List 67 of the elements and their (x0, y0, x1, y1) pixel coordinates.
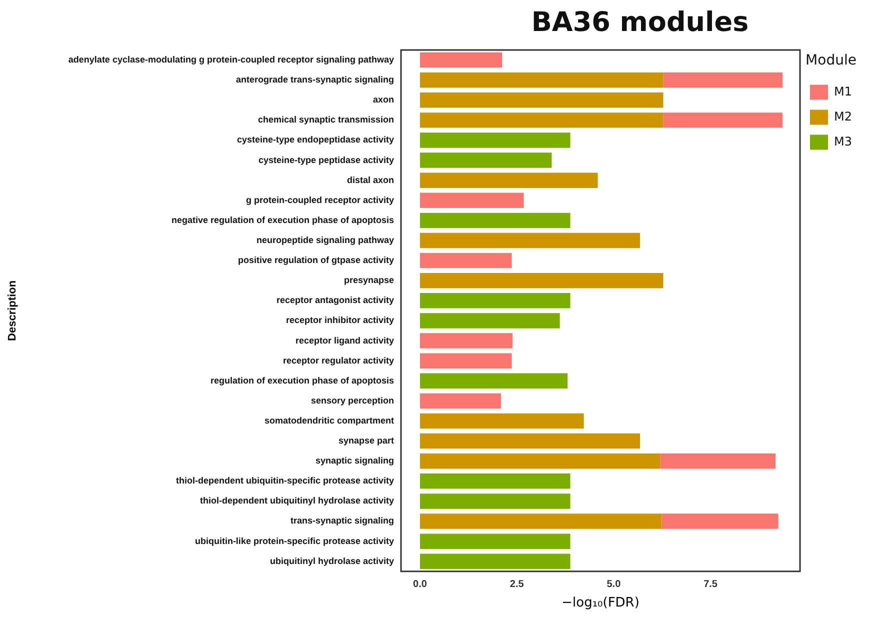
bar (420, 393, 501, 409)
bar (420, 313, 560, 328)
bar (420, 433, 640, 449)
y-tick-label: negative regulation of execution phase of apoptosis (171, 214, 394, 225)
bar (420, 453, 660, 469)
bar (420, 494, 570, 509)
chart-title: BA36 modules (531, 7, 749, 38)
y-axis-title: Description (6, 280, 19, 341)
bar (420, 373, 568, 389)
y-tick-label: regulation of execution phase of apoptosis (210, 375, 394, 386)
y-tick-label: chemical synaptic transmission (258, 114, 394, 125)
bar (663, 112, 783, 128)
y-tick-label: sensory perception (310, 395, 394, 406)
x-tick-label: 5.0 (606, 579, 622, 590)
y-tick-label: receptor antagonist activity (276, 295, 394, 306)
y-tick-label: thiol-dependent ubiquitinyl hydrolase activity (200, 496, 394, 506)
legend-label: M3 (834, 134, 852, 148)
bar (420, 132, 570, 148)
y-tick-label: ubiquitinyl hydrolase activity (270, 556, 394, 566)
y-tick-label: ubiquitin-like protein-specific protease activity (194, 536, 394, 546)
bar (420, 554, 570, 569)
bar (420, 333, 513, 348)
legend-label: M2 (834, 109, 852, 124)
bar (420, 273, 664, 288)
bar (420, 112, 664, 128)
bar (420, 413, 584, 429)
y-tick-label: receptor ligand activity (295, 335, 394, 346)
x-tick-label: 2.5 (510, 579, 524, 590)
y-tick-label: cysteine-type endopeptidase activity (236, 134, 394, 145)
y-tick-label: neuropeptide signaling pathway (256, 234, 394, 245)
bar (420, 232, 640, 248)
bar (420, 72, 664, 88)
y-tick-label: cysteine-type peptidase activity (258, 154, 394, 165)
bar (420, 212, 570, 228)
y-tick-label: synaptic signaling (315, 456, 394, 466)
bar (420, 52, 502, 68)
y-tick-label: adenylate cyclase-modulating g protein-coupled receptor signaling pathway (68, 54, 394, 65)
x-tick-label: 0.0 (413, 579, 428, 590)
bar (420, 92, 664, 108)
bar (663, 72, 783, 88)
bar (420, 192, 524, 208)
y-tick-label: thiol-dependent ubiquitin-specific protease activity (176, 476, 394, 486)
x-tick-label: 7.5 (704, 579, 718, 590)
bar (420, 293, 570, 308)
y-tick-label: g protein-coupled receptor activity (246, 194, 394, 205)
legend-label: M1 (834, 84, 852, 98)
y-tick-label: receptor regulator activity (282, 355, 394, 366)
y-tick-label: synapse part (338, 436, 394, 446)
bar (420, 152, 552, 168)
legend-title: Module (806, 52, 856, 69)
bar (420, 514, 662, 529)
bar (420, 172, 598, 188)
y-tick-label: receptor inhibitor activity (286, 315, 394, 326)
x-axis-title: −log₁₀(FDR) (562, 596, 640, 611)
y-tick-label: distal axon (346, 174, 394, 185)
y-tick-label: axon (372, 94, 394, 105)
y-tick-label: presynapse (344, 275, 394, 286)
bar (660, 453, 776, 469)
y-tick-label: somatodendritic compartment (264, 415, 394, 426)
y-tick-label: positive regulation of gtpase activity (238, 255, 394, 266)
bar (420, 252, 512, 268)
y-tick-label: anterograde trans-synaptic signaling (236, 74, 394, 85)
bar (420, 474, 570, 489)
bar (662, 514, 778, 529)
y-tick-label: trans-synaptic signaling (290, 516, 394, 526)
bar (420, 534, 570, 549)
bar (420, 353, 512, 368)
